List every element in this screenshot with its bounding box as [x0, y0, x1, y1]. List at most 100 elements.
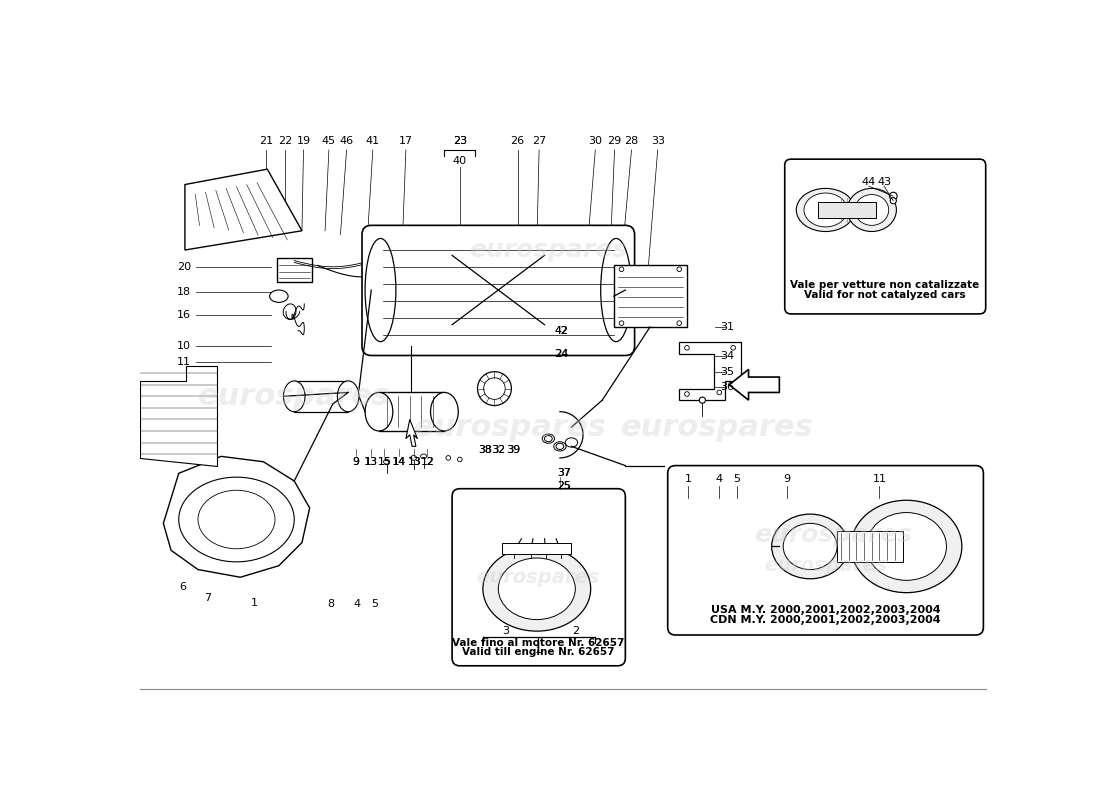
- Bar: [614, 266, 686, 327]
- FancyBboxPatch shape: [452, 489, 625, 666]
- Ellipse shape: [676, 267, 682, 271]
- Text: 14: 14: [392, 457, 406, 466]
- Text: 5: 5: [372, 599, 378, 610]
- Ellipse shape: [847, 189, 896, 231]
- Text: 5: 5: [734, 474, 740, 484]
- Ellipse shape: [420, 454, 427, 458]
- Ellipse shape: [365, 238, 396, 342]
- Text: 12: 12: [420, 457, 434, 466]
- Ellipse shape: [619, 321, 624, 326]
- Text: 28: 28: [625, 136, 639, 146]
- Polygon shape: [729, 370, 779, 400]
- Text: 43: 43: [877, 178, 891, 187]
- Text: 15: 15: [377, 457, 390, 466]
- Text: 26: 26: [510, 136, 525, 146]
- Text: 38: 38: [478, 445, 492, 455]
- Ellipse shape: [284, 381, 305, 412]
- Text: 6: 6: [179, 582, 186, 592]
- Text: 41: 41: [365, 136, 380, 146]
- Text: 45: 45: [322, 136, 335, 146]
- Text: 36: 36: [720, 382, 734, 392]
- Ellipse shape: [676, 321, 682, 326]
- Text: 20: 20: [177, 262, 191, 272]
- Text: USA M.Y. 2000,2001,2002,2003,2004: USA M.Y. 2000,2001,2002,2003,2004: [711, 606, 940, 615]
- Text: 42: 42: [554, 326, 568, 336]
- Text: 34: 34: [719, 351, 734, 362]
- Text: 33: 33: [651, 136, 664, 146]
- Text: 42: 42: [554, 326, 569, 336]
- Text: 13: 13: [408, 457, 421, 466]
- Text: 37: 37: [557, 468, 571, 478]
- Bar: [378, 393, 444, 431]
- Text: 1: 1: [535, 646, 542, 655]
- Text: Vale fino al motore Nr. 62657: Vale fino al motore Nr. 62657: [452, 638, 625, 648]
- Ellipse shape: [851, 500, 961, 593]
- Text: 15: 15: [377, 457, 392, 466]
- Bar: [277, 258, 312, 282]
- Text: 12: 12: [421, 457, 434, 466]
- Text: 31: 31: [720, 322, 734, 332]
- Text: 44: 44: [861, 178, 876, 187]
- Text: 7: 7: [205, 593, 211, 603]
- Text: 40: 40: [453, 156, 466, 166]
- Text: 11: 11: [872, 474, 887, 484]
- Text: 46: 46: [340, 136, 354, 146]
- Text: 13: 13: [364, 457, 378, 466]
- Text: eurospares: eurospares: [470, 238, 627, 262]
- Ellipse shape: [477, 372, 512, 406]
- Text: 14: 14: [393, 457, 406, 466]
- Ellipse shape: [198, 490, 275, 549]
- Text: 8: 8: [327, 599, 334, 610]
- Polygon shape: [185, 169, 301, 250]
- Ellipse shape: [730, 346, 736, 350]
- Ellipse shape: [365, 393, 393, 431]
- Text: 1: 1: [685, 474, 692, 484]
- Text: 38: 38: [478, 445, 493, 455]
- Text: 21: 21: [258, 136, 273, 146]
- Ellipse shape: [384, 459, 389, 464]
- Ellipse shape: [430, 393, 459, 431]
- Text: 4: 4: [716, 474, 723, 484]
- Bar: [502, 542, 572, 554]
- Text: 25: 25: [557, 482, 571, 491]
- Text: eurospares: eurospares: [414, 413, 606, 442]
- Text: 13: 13: [364, 457, 378, 466]
- Text: Valid till engine Nr. 62657: Valid till engine Nr. 62657: [462, 647, 615, 657]
- Ellipse shape: [890, 192, 898, 200]
- Text: 24: 24: [554, 349, 568, 359]
- Text: 13: 13: [407, 457, 421, 466]
- Bar: [818, 202, 876, 218]
- Text: 24: 24: [554, 349, 569, 359]
- Text: 17: 17: [399, 136, 412, 146]
- FancyBboxPatch shape: [362, 226, 635, 355]
- Text: 18: 18: [177, 287, 191, 298]
- Ellipse shape: [796, 189, 855, 231]
- Bar: [837, 531, 902, 562]
- Ellipse shape: [717, 390, 722, 394]
- Ellipse shape: [483, 546, 591, 631]
- Text: 23: 23: [453, 136, 466, 146]
- Ellipse shape: [867, 513, 946, 580]
- Text: Vale per vetture non catalizzate: Vale per vetture non catalizzate: [790, 280, 979, 290]
- Text: 32: 32: [492, 445, 505, 455]
- Text: eurospares: eurospares: [476, 568, 600, 586]
- Ellipse shape: [338, 381, 359, 412]
- Text: Valid for not catalyzed cars: Valid for not catalyzed cars: [804, 290, 966, 300]
- Text: 35: 35: [720, 366, 734, 377]
- Text: 23: 23: [453, 136, 466, 146]
- Text: 19: 19: [296, 136, 310, 146]
- Text: 2: 2: [572, 626, 579, 636]
- Ellipse shape: [804, 193, 847, 227]
- Ellipse shape: [484, 378, 505, 399]
- Ellipse shape: [700, 397, 705, 403]
- Ellipse shape: [542, 434, 554, 443]
- Text: 16: 16: [177, 310, 191, 321]
- Ellipse shape: [553, 442, 566, 451]
- Ellipse shape: [601, 238, 631, 342]
- Ellipse shape: [855, 194, 889, 226]
- Ellipse shape: [783, 523, 837, 570]
- Text: 25: 25: [557, 482, 571, 491]
- Polygon shape: [141, 366, 218, 466]
- Text: 29: 29: [607, 136, 621, 146]
- Text: 9: 9: [783, 474, 791, 484]
